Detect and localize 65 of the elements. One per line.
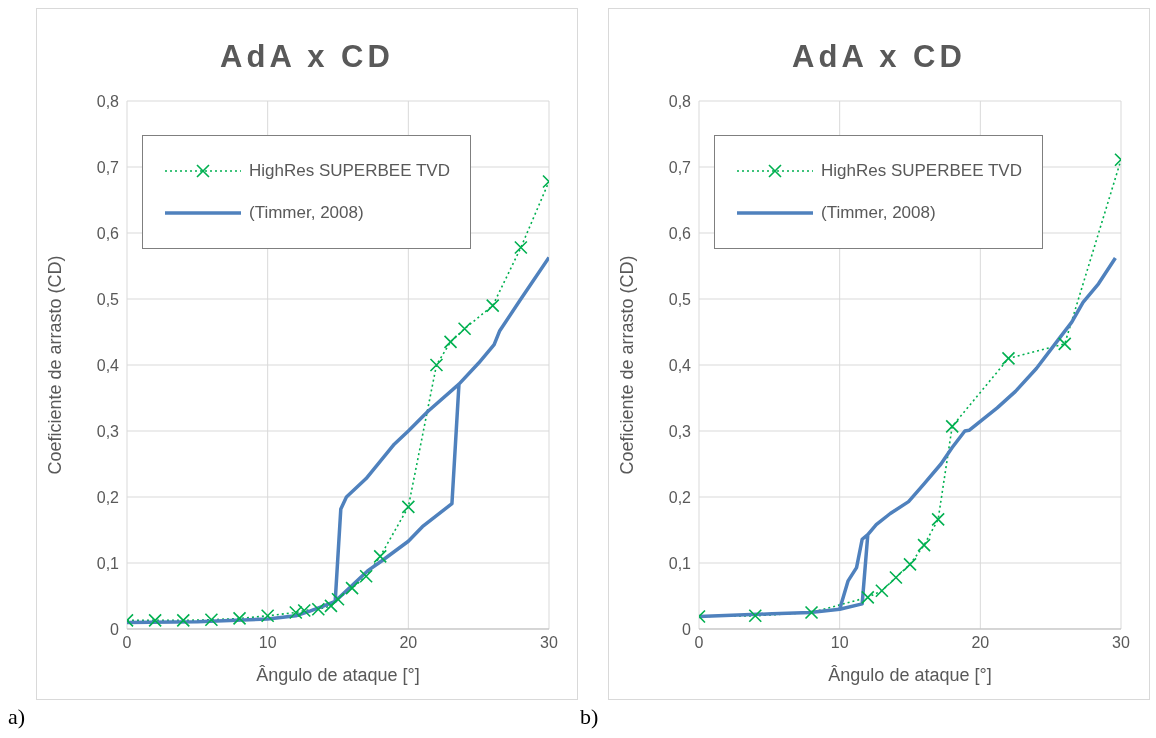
point — [1057, 337, 1072, 351]
point — [232, 611, 247, 626]
x-tick-label: 0 — [122, 634, 132, 652]
point — [331, 592, 345, 607]
chart-title: AdA x CD — [219, 39, 395, 76]
point — [401, 500, 416, 514]
x-tick-label: 30 — [1112, 634, 1130, 652]
point — [443, 335, 458, 349]
point — [748, 609, 763, 623]
x-tick-label: 20 — [971, 634, 990, 652]
point — [903, 557, 917, 572]
legend-label: HighRes SUPERBEE TVD — [821, 161, 1022, 181]
y-tick-label: 0 — [682, 620, 692, 638]
y-tick-label: 0,8 — [668, 92, 692, 110]
text: a) — [8, 704, 26, 730]
y-tick-label: 0,6 — [668, 224, 692, 242]
legend-label: HighRes SUPERBEE TVD — [249, 161, 450, 181]
point — [889, 570, 903, 585]
chart-title: AdA x CD — [791, 39, 967, 76]
legend-label: (Timmer, 2008) — [249, 203, 364, 223]
x-axis-title: Ângulo de ataque [°] — [828, 665, 992, 685]
point — [931, 512, 945, 527]
text: b) — [580, 704, 599, 730]
x-tick-label: 0 — [694, 634, 704, 652]
point — [875, 583, 889, 598]
point — [485, 298, 500, 313]
y-tick-label: 0,2 — [668, 488, 692, 506]
y-tick-label: 0,3 — [668, 422, 692, 440]
point — [289, 605, 303, 620]
y-tick-label: 0 — [110, 620, 120, 638]
y-tick-label: 0,1 — [96, 554, 120, 572]
y-tick-label: 0,2 — [96, 488, 120, 506]
y-tick-label: 0,4 — [96, 356, 120, 374]
point — [804, 605, 819, 620]
point — [176, 613, 191, 628]
point — [148, 613, 162, 628]
y-tick-label: 0,5 — [668, 290, 692, 308]
point — [260, 609, 275, 623]
point — [345, 581, 359, 595]
point — [457, 321, 472, 336]
point — [861, 590, 875, 605]
y-tick-label: 0,8 — [96, 92, 120, 110]
x-tick-label: 30 — [540, 634, 558, 652]
point — [204, 612, 219, 627]
point — [1001, 351, 1016, 366]
point — [359, 569, 373, 583]
x-tick-label: 10 — [830, 634, 849, 652]
x-tick-label: 20 — [399, 634, 418, 652]
y-tick-label: 0,6 — [96, 224, 120, 242]
legend-label: (Timmer, 2008) — [821, 203, 936, 223]
point — [429, 358, 444, 372]
y-tick-label: 0,4 — [668, 356, 692, 374]
x-tick-label: 10 — [258, 634, 277, 652]
point — [917, 538, 931, 552]
point — [945, 419, 959, 434]
x-axis-title: Ângulo de ataque [°] — [256, 665, 420, 685]
point — [514, 240, 528, 255]
y-tick-label: 0,5 — [96, 290, 120, 308]
y-tick-label: 0,7 — [668, 158, 692, 176]
y-axis-title: Coeficiente de arrasto (CD) — [45, 255, 66, 475]
y-tick-label: 0,7 — [96, 158, 120, 176]
y-tick-label: 0,1 — [668, 554, 692, 572]
point — [373, 549, 387, 564]
y-axis-title: Coeficiente de arrasto (CD) — [617, 255, 638, 475]
y-tick-label: 0,3 — [96, 422, 120, 440]
